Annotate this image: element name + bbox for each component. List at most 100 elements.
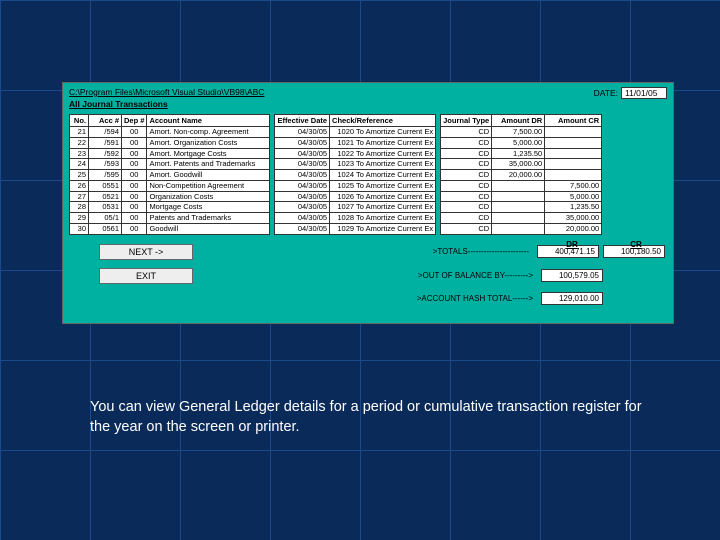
table-cell: 04/30/05 bbox=[275, 127, 330, 138]
table-cell bbox=[492, 202, 545, 213]
col-header: Amount CR bbox=[545, 115, 602, 127]
footer-area: DR CR NEXT -> >TOTALS-------------------… bbox=[63, 238, 673, 323]
file-path: C:\Program Files\Microsoft Visual Studio… bbox=[69, 87, 264, 97]
table-cell: /591 bbox=[89, 137, 122, 148]
hash-label: >ACCOUNT HASH TOTAL------> bbox=[353, 294, 537, 303]
table-cell: Patents and Trademarks bbox=[147, 213, 270, 224]
table-cell: 25 bbox=[70, 170, 89, 181]
totals-label: >TOTALS----------------------- bbox=[349, 247, 533, 256]
dr-header: DR bbox=[543, 240, 601, 249]
table-cell: 04/30/05 bbox=[275, 180, 330, 191]
table-cell: Mortgage Costs bbox=[147, 202, 270, 213]
col-header: Check/Reference bbox=[330, 115, 436, 127]
table-cell: 23 bbox=[70, 148, 89, 159]
transactions-table: No.Acc #Dep #Account NameEffective DateC… bbox=[69, 114, 602, 235]
table-cell: 1027 To Amortize Current Ex bbox=[330, 202, 436, 213]
table-cell: 00 bbox=[122, 170, 147, 181]
table-cell: 0531 bbox=[89, 202, 122, 213]
next-button[interactable]: NEXT -> bbox=[99, 244, 193, 260]
exit-button[interactable]: EXIT bbox=[99, 268, 193, 284]
table-cell: CD bbox=[441, 223, 492, 234]
col-header: Amount DR bbox=[492, 115, 545, 127]
col-header: Dep # bbox=[122, 115, 147, 127]
table-cell: Amort. Non-comp. Agreement bbox=[147, 127, 270, 138]
table-cell: Organization Costs bbox=[147, 191, 270, 202]
table-cell: 35,000.00 bbox=[545, 213, 602, 224]
oob-label: >OUT OF BALANCE BY---------> bbox=[353, 271, 537, 280]
col-header: No. bbox=[70, 115, 89, 127]
table-cell: 00 bbox=[122, 202, 147, 213]
table-cell: 00 bbox=[122, 213, 147, 224]
table-cell: 5,000.00 bbox=[492, 137, 545, 148]
table-cell: 05/1 bbox=[89, 213, 122, 224]
table-cell: Amort. Goodwill bbox=[147, 170, 270, 181]
table-cell: Amort. Patents and Trademarks bbox=[147, 159, 270, 170]
table-cell bbox=[492, 191, 545, 202]
table-cell: 1023 To Amortize Current Ex bbox=[330, 159, 436, 170]
table-cell: 00 bbox=[122, 223, 147, 234]
col-header: Journal Type bbox=[441, 115, 492, 127]
table-cell: 22 bbox=[70, 137, 89, 148]
table-cell: 26 bbox=[70, 180, 89, 191]
table-cell: 1021 To Amortize Current Ex bbox=[330, 137, 436, 148]
window-header: C:\Program Files\Microsoft Visual Studio… bbox=[63, 83, 673, 111]
table-cell bbox=[545, 148, 602, 159]
table-cell: 29 bbox=[70, 213, 89, 224]
table-cell: 04/30/05 bbox=[275, 159, 330, 170]
table-cell: 20,000.00 bbox=[545, 223, 602, 234]
table-cell: CD bbox=[441, 127, 492, 138]
table-cell: 27 bbox=[70, 191, 89, 202]
table-cell: 30 bbox=[70, 223, 89, 234]
col-header: Effective Date bbox=[275, 115, 330, 127]
table-cell: 04/30/05 bbox=[275, 202, 330, 213]
table-cell: 21 bbox=[70, 127, 89, 138]
table-cell: 00 bbox=[122, 180, 147, 191]
table-cell bbox=[545, 170, 602, 181]
table-row: 28053100Mortgage Costs 04/30/051027 To Am… bbox=[70, 202, 602, 213]
table-row: 24/59300Amort. Patents and Trademarks04/… bbox=[70, 159, 602, 170]
table-cell: CD bbox=[441, 180, 492, 191]
table-cell: 1,235.50 bbox=[545, 202, 602, 213]
table-row: 23/59200Amort. Mortgage Costs04/30/05102… bbox=[70, 148, 602, 159]
table-cell: CD bbox=[441, 159, 492, 170]
slide-caption: You can view General Ledger details for … bbox=[90, 398, 650, 437]
table-cell: /593 bbox=[89, 159, 122, 170]
table-cell: 7,500.00 bbox=[545, 180, 602, 191]
table-cell: 0521 bbox=[89, 191, 122, 202]
col-header: Acc # bbox=[89, 115, 122, 127]
table-cell: 00 bbox=[122, 191, 147, 202]
table-cell: CD bbox=[441, 170, 492, 181]
table-cell: 04/30/05 bbox=[275, 137, 330, 148]
table-row: 27052100Organization Costs04/30/051026 T… bbox=[70, 191, 602, 202]
table-cell: CD bbox=[441, 191, 492, 202]
table-cell: 04/30/05 bbox=[275, 213, 330, 224]
table-cell: /595 bbox=[89, 170, 122, 181]
table-row: 21/59400Amort. Non-comp. Agreement 04/30/… bbox=[70, 127, 602, 138]
table-cell: 04/30/05 bbox=[275, 170, 330, 181]
table-cell: 7,500.00 bbox=[492, 127, 545, 138]
drcr-headers: DR CR bbox=[543, 240, 665, 249]
table-cell bbox=[545, 127, 602, 138]
table-row: 2905/100Patents and Trademarks04/30/0510… bbox=[70, 213, 602, 224]
table-row: 26055100Non-Competition Agreement04/30/0… bbox=[70, 180, 602, 191]
table-cell: 04/30/05 bbox=[275, 223, 330, 234]
table-cell bbox=[492, 180, 545, 191]
table-cell: Goodwill bbox=[147, 223, 270, 234]
date-value: 11/01/05 bbox=[621, 87, 667, 99]
window-title: All Journal Transactions bbox=[69, 99, 264, 109]
table-cell: 5,000.00 bbox=[545, 191, 602, 202]
table-cell: 24 bbox=[70, 159, 89, 170]
table-cell: 00 bbox=[122, 137, 147, 148]
table-cell: 00 bbox=[122, 127, 147, 138]
table-cell: /594 bbox=[89, 127, 122, 138]
table-cell: Amort. Mortgage Costs bbox=[147, 148, 270, 159]
table-cell: 20,000.00 bbox=[492, 170, 545, 181]
date-label: DATE: bbox=[594, 88, 618, 98]
table-cell: 0561 bbox=[89, 223, 122, 234]
table-cell: Amort. Organization Costs bbox=[147, 137, 270, 148]
table-cell: 04/30/05 bbox=[275, 148, 330, 159]
table-cell: 1026 To Amortize Current Ex bbox=[330, 191, 436, 202]
table-row: 30056100Goodwill04/30/051029 To Amortize… bbox=[70, 223, 602, 234]
table-cell: 28 bbox=[70, 202, 89, 213]
cr-header: CR bbox=[607, 240, 665, 249]
